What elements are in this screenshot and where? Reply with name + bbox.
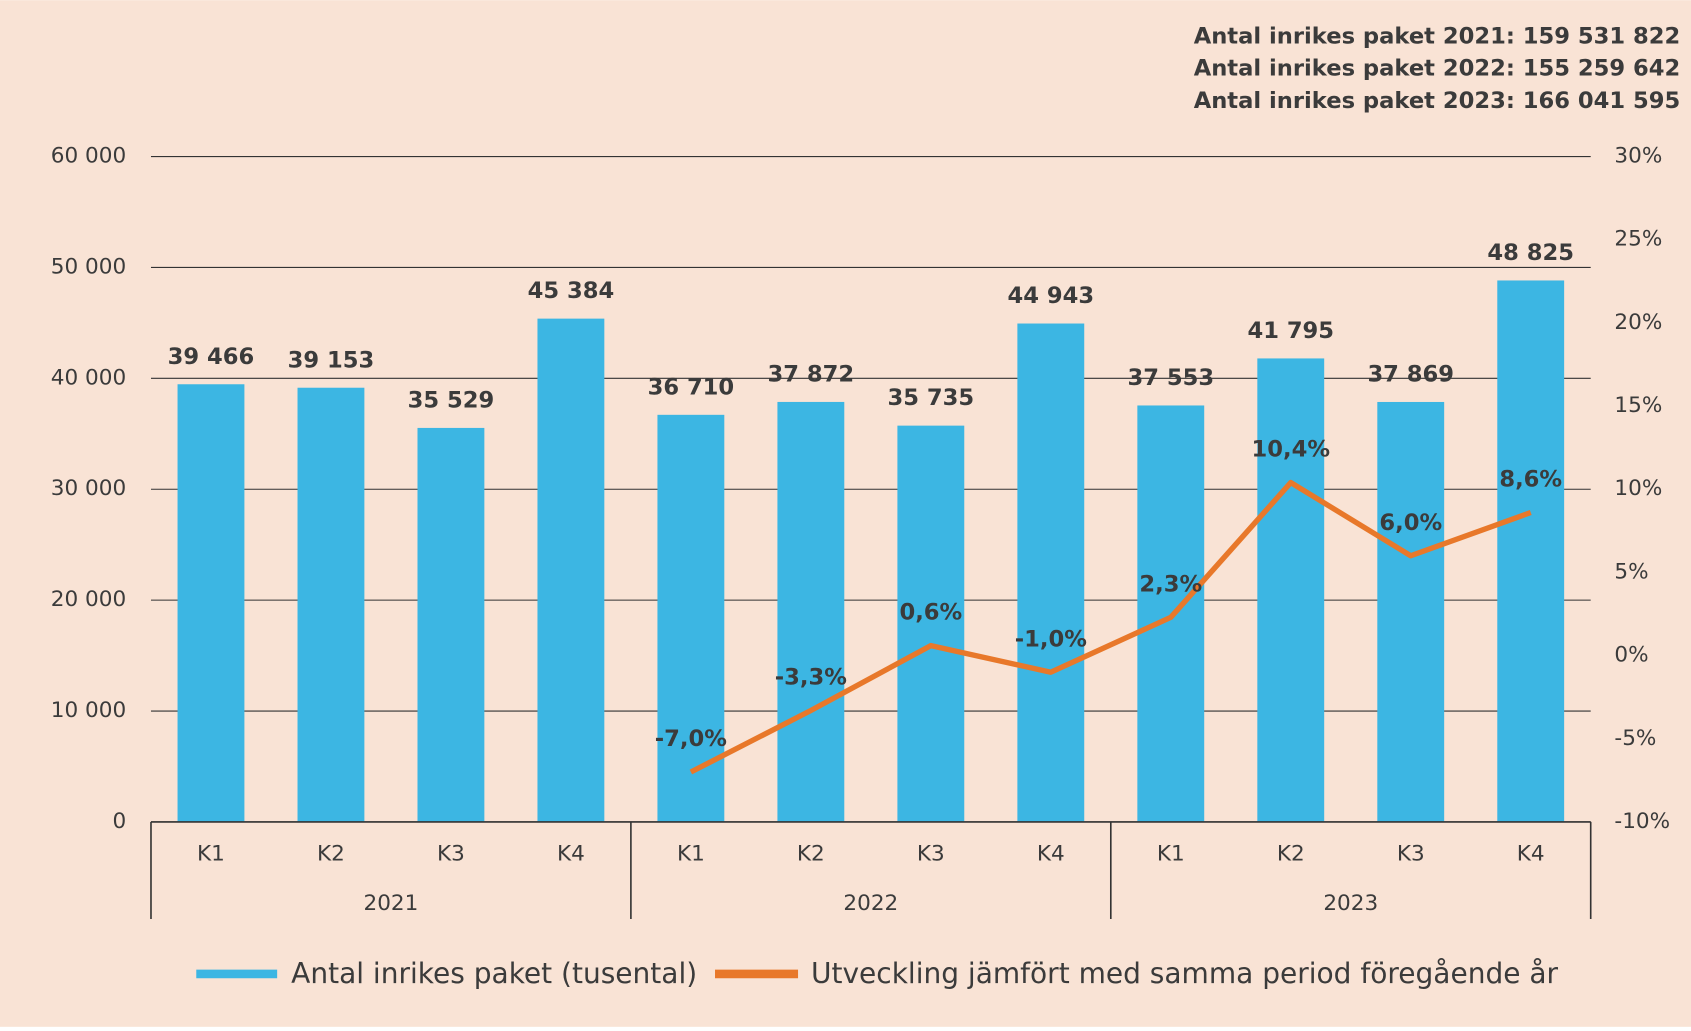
bar-value-label: 35 529 — [408, 387, 495, 413]
y-tick-label: 10 000 — [51, 698, 126, 723]
line-value-label: 10,4% — [1252, 437, 1330, 463]
bar-value-label: 41 795 — [1247, 318, 1334, 344]
y2-tick-label: 20% — [1614, 310, 1662, 335]
group-label: 2021 — [364, 891, 419, 916]
y2-tick-label: 30% — [1614, 144, 1662, 169]
y-tick-label: 30 000 — [51, 476, 126, 501]
y-tick-label: 20 000 — [51, 587, 126, 612]
y2-tick-label: 10% — [1614, 476, 1662, 501]
line-value-label: 8,6% — [1499, 467, 1562, 493]
annotation: Antal inrikes paket 2021: 159 531 822 — [1194, 23, 1681, 49]
y2-tick-label: 25% — [1614, 227, 1662, 252]
bar-value-label: 35 735 — [888, 385, 975, 411]
legend-label: Utveckling jämfört med samma period före… — [811, 957, 1559, 990]
y-tick-label: 60 000 — [51, 144, 126, 169]
group-label: 2022 — [843, 891, 898, 916]
x-tick-label: K4 — [1037, 841, 1065, 866]
bar-value-label: 36 710 — [648, 374, 735, 400]
bar — [297, 387, 365, 822]
y-tick-label: 50 000 — [51, 254, 126, 279]
line-value-label: 2,3% — [1139, 571, 1202, 597]
bar-value-label: 37 872 — [768, 361, 855, 387]
line-value-label: 6,0% — [1379, 510, 1442, 536]
bar — [417, 427, 485, 822]
annotation: Antal inrikes paket 2023: 166 041 595 — [1194, 88, 1681, 114]
x-tick-label: K2 — [797, 841, 825, 866]
bar — [537, 318, 605, 822]
x-tick-label: K2 — [317, 841, 345, 866]
line-value-label: -3,3% — [775, 665, 847, 691]
line-value-label: -7,0% — [655, 726, 727, 752]
x-tick-label: K4 — [1517, 841, 1545, 866]
y-tick-label: 0 — [112, 809, 126, 834]
bar — [777, 401, 845, 822]
line-value-label: 0,6% — [899, 600, 962, 626]
annotation: Antal inrikes paket 2022: 155 259 642 — [1194, 56, 1681, 82]
bar — [177, 384, 245, 822]
bar-value-label: 48 825 — [1487, 240, 1574, 266]
y-tick-label: 40 000 — [51, 365, 126, 390]
bar — [1257, 358, 1325, 822]
y2-tick-label: -10% — [1614, 809, 1670, 834]
bar — [897, 425, 965, 822]
bar — [657, 414, 725, 822]
bar-value-label: 45 384 — [528, 278, 615, 304]
bar-value-label: 39 153 — [288, 347, 375, 373]
y2-tick-label: 15% — [1614, 393, 1662, 418]
bar-value-label: 37 553 — [1127, 365, 1214, 391]
y2-tick-label: -5% — [1614, 726, 1656, 751]
bar — [1017, 323, 1085, 822]
bar-value-label: 39 466 — [168, 344, 255, 370]
bar — [1497, 280, 1565, 822]
x-tick-label: K2 — [1277, 841, 1305, 866]
y2-tick-label: 0% — [1614, 643, 1648, 668]
bar-value-label: 44 943 — [1008, 283, 1095, 309]
line — [689, 479, 1532, 775]
x-tick-label: K3 — [917, 841, 945, 866]
y2-tick-label: 5% — [1614, 559, 1648, 584]
x-tick-label: K1 — [677, 841, 705, 866]
x-tick-label: K3 — [1397, 841, 1425, 866]
line-value-label: -1,0% — [1015, 626, 1087, 652]
group-label: 2023 — [1323, 891, 1378, 916]
legend-label: Antal inrikes paket (tusental) — [291, 957, 697, 990]
x-tick-label: K1 — [197, 841, 225, 866]
x-tick-label: K3 — [437, 841, 465, 866]
bar-value-label: 37 869 — [1367, 362, 1454, 388]
bar — [1377, 401, 1445, 822]
x-tick-label: K4 — [557, 841, 585, 866]
x-tick-label: K1 — [1157, 841, 1185, 866]
